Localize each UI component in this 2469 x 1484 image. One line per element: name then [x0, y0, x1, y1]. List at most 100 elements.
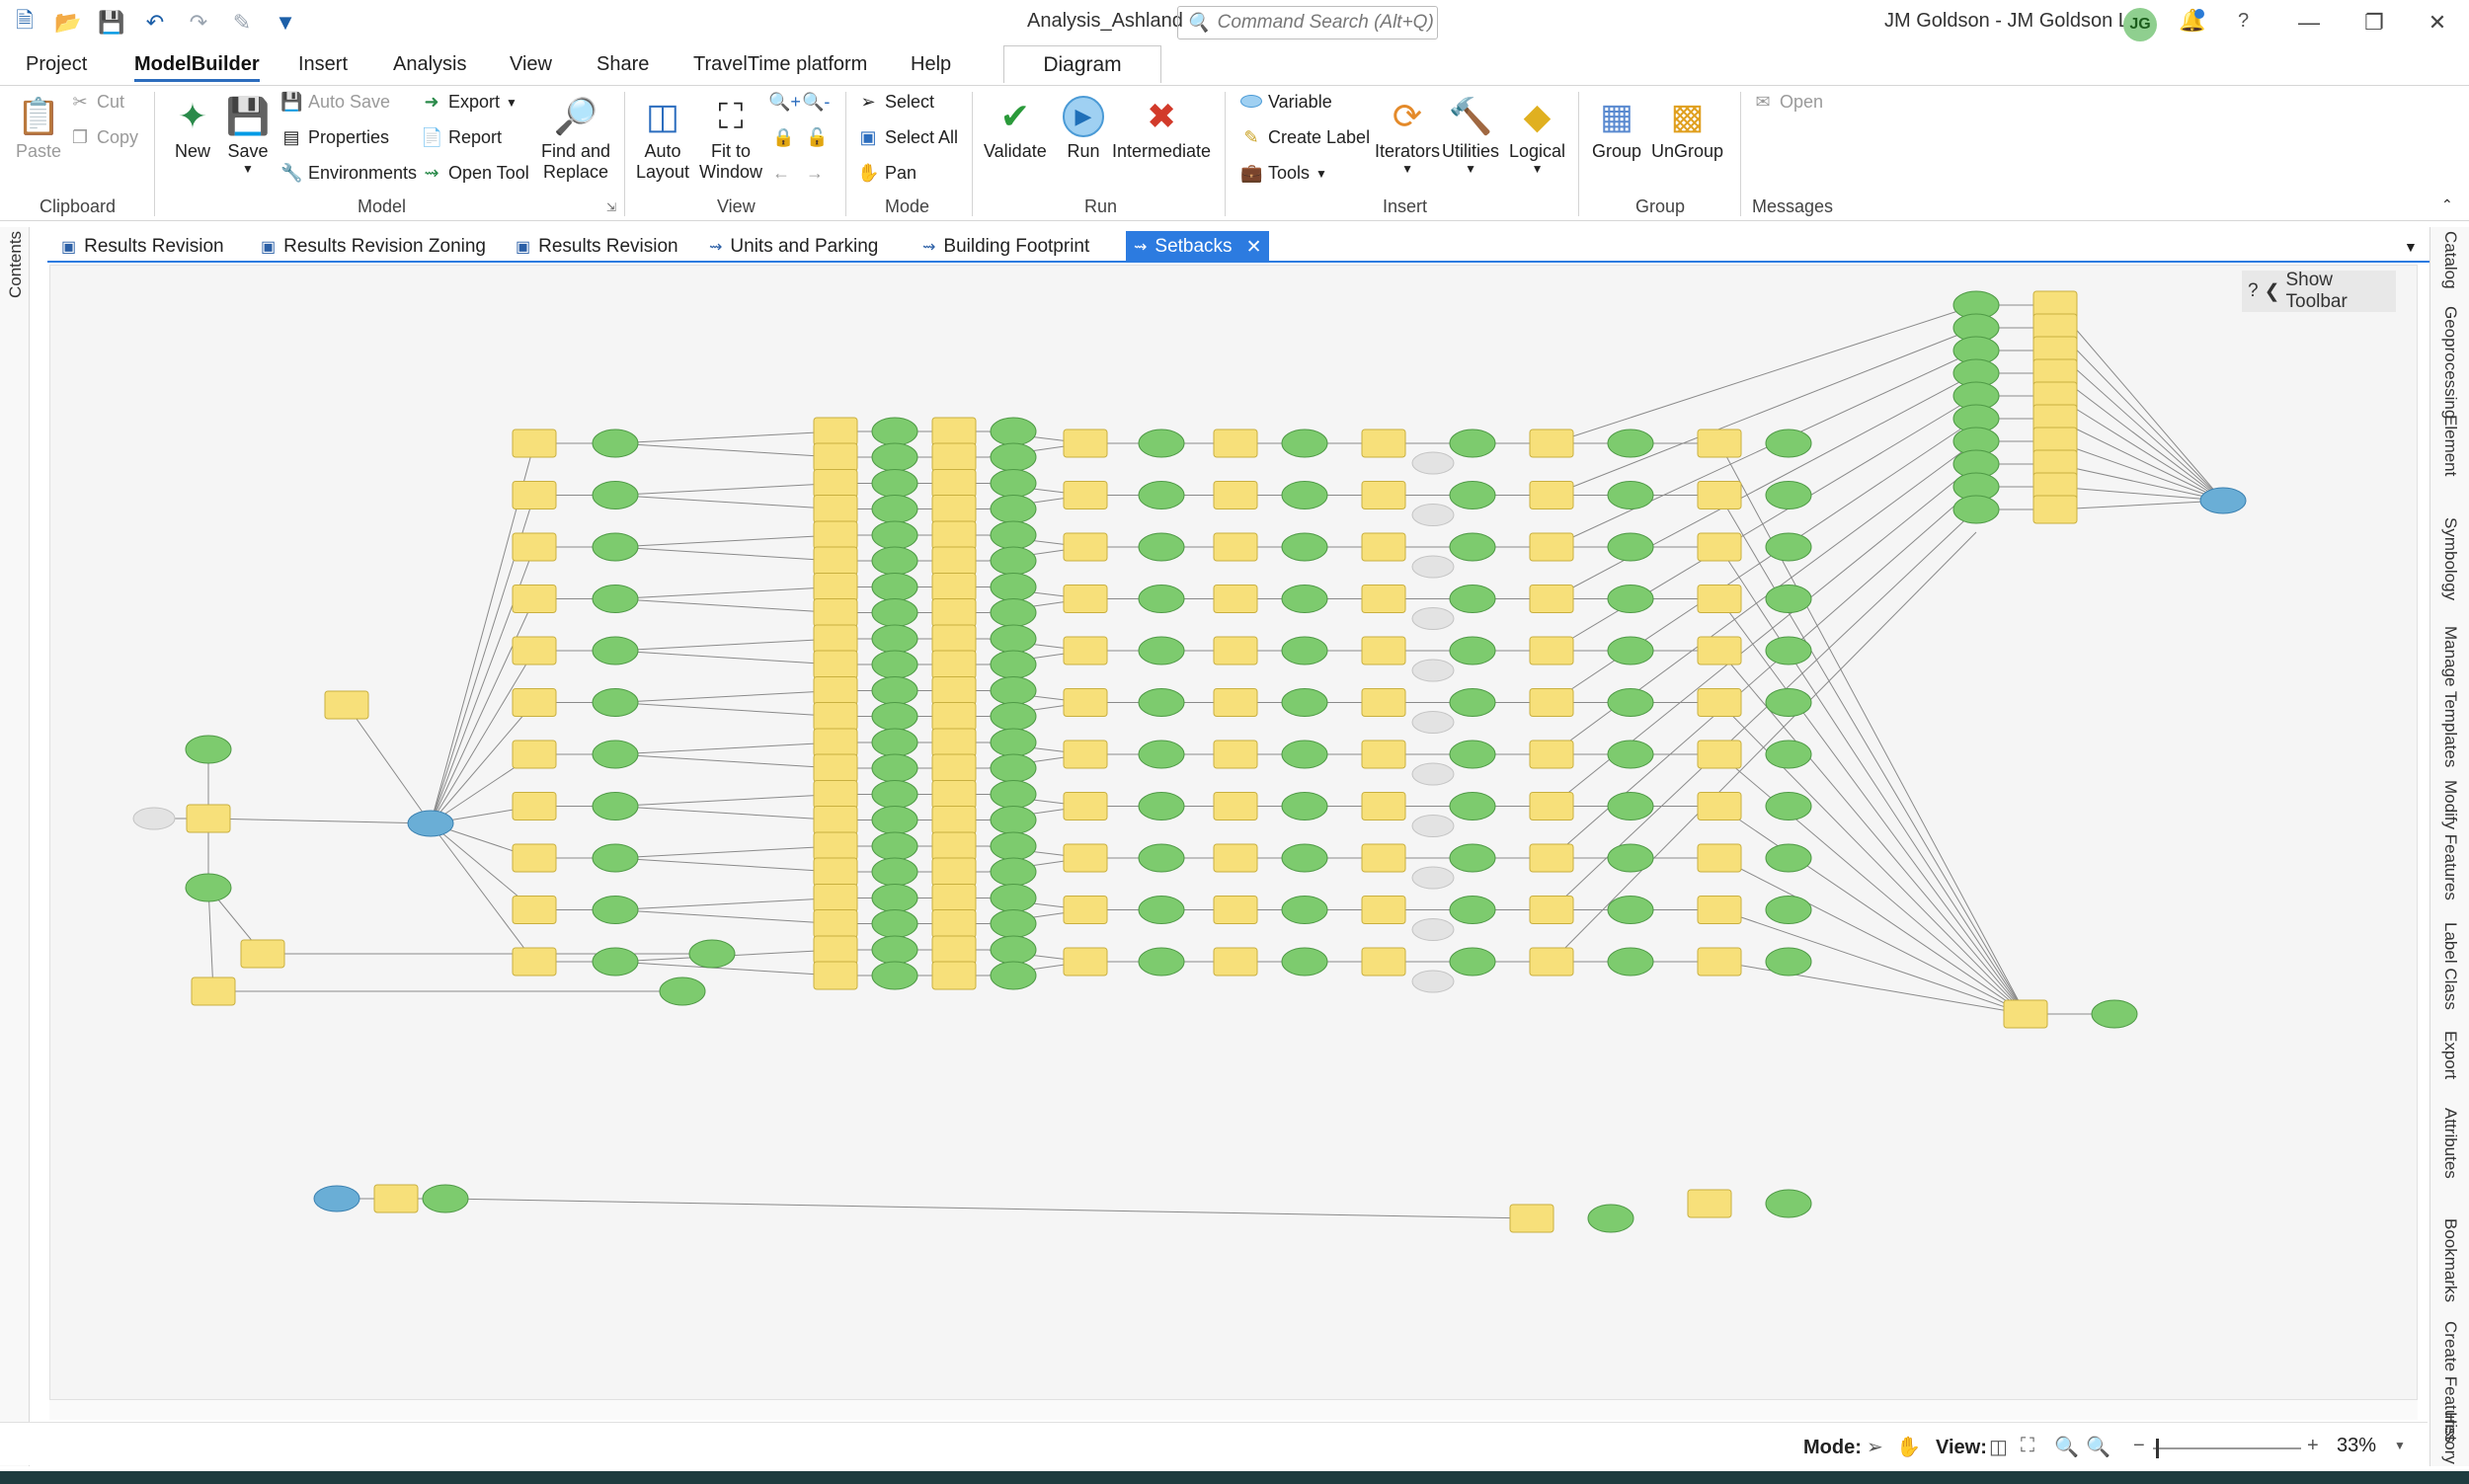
tool-node[interactable] [1213, 532, 1258, 562]
data-node[interactable] [592, 481, 639, 509]
data-node[interactable] [1607, 481, 1654, 509]
tool-node[interactable] [1213, 636, 1258, 665]
data-node[interactable] [1449, 740, 1496, 769]
data-node[interactable] [1765, 429, 1812, 458]
tool-node[interactable] [931, 728, 977, 757]
tool-node[interactable] [813, 417, 858, 446]
zoom-in-icon[interactable]: 🔍 [2054, 1437, 2079, 1458]
data-node[interactable] [592, 947, 639, 976]
tab-insert[interactable]: Insert [298, 53, 349, 75]
data-node[interactable] [1607, 896, 1654, 924]
tool-node[interactable] [813, 676, 858, 705]
validate-button[interactable]: ✔ Validate [984, 92, 1047, 162]
tool-node[interactable] [1213, 585, 1258, 613]
dock-tab-attributes[interactable]: Attributes [2441, 1108, 2460, 1179]
cursor-icon[interactable]: ➢ [1867, 1437, 1883, 1458]
tool-node[interactable] [1697, 947, 1742, 976]
tab-diagram[interactable]: Diagram [1003, 45, 1161, 83]
tool-node[interactable] [1063, 792, 1108, 820]
data-node[interactable] [1765, 532, 1812, 562]
tool-node[interactable] [813, 520, 858, 550]
tool-node[interactable] [1213, 740, 1258, 769]
user-name[interactable]: JM Goldson - JM Goldson LLC [1884, 10, 2155, 32]
tool-node[interactable] [931, 676, 977, 705]
data-node[interactable] [871, 598, 918, 627]
data-node[interactable] [1449, 792, 1496, 820]
tool-node[interactable] [813, 935, 858, 965]
close-icon[interactable]: ✕ [2428, 10, 2447, 35]
tool-node[interactable] [1697, 688, 1742, 717]
tool-node[interactable] [1529, 947, 1574, 976]
data-node[interactable] [990, 624, 1037, 654]
data-node[interactable] [1281, 585, 1328, 613]
data-node[interactable] [990, 909, 1037, 938]
tool-node[interactable] [512, 740, 557, 769]
tool-node[interactable] [931, 417, 977, 446]
data-node[interactable] [688, 939, 736, 969]
data-node[interactable] [871, 961, 918, 990]
dialog-launcher-icon[interactable]: ⇲ [606, 200, 617, 214]
data-node[interactable] [1607, 585, 1654, 613]
tool-node[interactable] [1213, 792, 1258, 820]
tool-node[interactable] [1361, 532, 1406, 562]
data-node[interactable] [1281, 636, 1328, 665]
tool-node[interactable] [1697, 843, 1742, 873]
doc-tab-units-and-parking[interactable]: ⇝ Units and Parking [709, 236, 879, 257]
data-node[interactable] [592, 532, 639, 562]
tab-list-chevron-icon[interactable]: ▼ [2404, 239, 2418, 255]
tool-node[interactable] [1697, 585, 1742, 613]
data-node[interactable] [1449, 532, 1496, 562]
data-node[interactable] [871, 520, 918, 550]
auto-layout-icon[interactable]: ◫ [1989, 1437, 2008, 1458]
tool-node[interactable] [931, 935, 977, 965]
group-button[interactable]: ▦ Group [1592, 92, 1641, 162]
tool-node[interactable] [512, 896, 557, 924]
tool-node[interactable] [1063, 481, 1108, 509]
redo-icon[interactable]: ↷ [189, 10, 208, 35]
data-node[interactable] [1765, 947, 1812, 976]
output-node[interactable] [1411, 659, 1455, 682]
tool-node[interactable] [1213, 896, 1258, 924]
tool-node[interactable] [931, 442, 977, 472]
data-node[interactable] [1281, 429, 1328, 458]
data-node[interactable] [1607, 429, 1654, 458]
tool-node[interactable] [1213, 947, 1258, 976]
tool-node[interactable] [2003, 999, 2048, 1029]
data-node[interactable] [659, 976, 706, 1006]
data-node[interactable] [1449, 636, 1496, 665]
cut-button[interactable]: ✂ Cut [69, 92, 124, 113]
tab-view[interactable]: View [510, 53, 552, 75]
data-node[interactable] [1138, 532, 1185, 562]
tool-node[interactable] [813, 442, 858, 472]
data-node[interactable] [1765, 688, 1812, 717]
data-node[interactable] [871, 884, 918, 912]
data-node[interactable] [990, 650, 1037, 679]
tool-node[interactable] [512, 636, 557, 665]
data-node[interactable] [871, 546, 918, 576]
tool-node[interactable] [512, 792, 557, 820]
tool-node[interactable] [931, 598, 977, 627]
tool-node[interactable] [931, 469, 977, 498]
paste-button[interactable]: 📋 Paste [14, 92, 63, 162]
environments-button[interactable]: 🔧 Environments [280, 163, 418, 183]
doc-tab-results-revision-zoning[interactable]: ▣ Results Revision Zoning [261, 236, 486, 257]
tool-node[interactable] [813, 753, 858, 783]
tool-node[interactable] [813, 961, 858, 990]
input-node[interactable] [313, 1185, 360, 1212]
tool-node[interactable] [813, 909, 858, 938]
command-search-input[interactable]: 🔍 Command Search (Alt+Q) [1177, 6, 1438, 39]
output-node[interactable] [1411, 451, 1455, 475]
tool-node[interactable] [512, 481, 557, 509]
dock-tab-catalog[interactable]: Catalog [2441, 231, 2460, 289]
tool-node[interactable] [1063, 947, 1108, 976]
data-node[interactable] [990, 857, 1037, 887]
customize-chevron-icon[interactable]: ▼ [275, 10, 296, 35]
tool-node[interactable] [324, 690, 369, 720]
tool-node[interactable] [813, 650, 858, 679]
tool-node[interactable] [1529, 688, 1574, 717]
tab-traveltime-platform[interactable]: TravelTime platform [693, 53, 868, 75]
tool-node[interactable] [813, 624, 858, 654]
output-node[interactable] [132, 807, 176, 830]
tool-node[interactable] [813, 702, 858, 731]
tool-node[interactable] [1213, 843, 1258, 873]
